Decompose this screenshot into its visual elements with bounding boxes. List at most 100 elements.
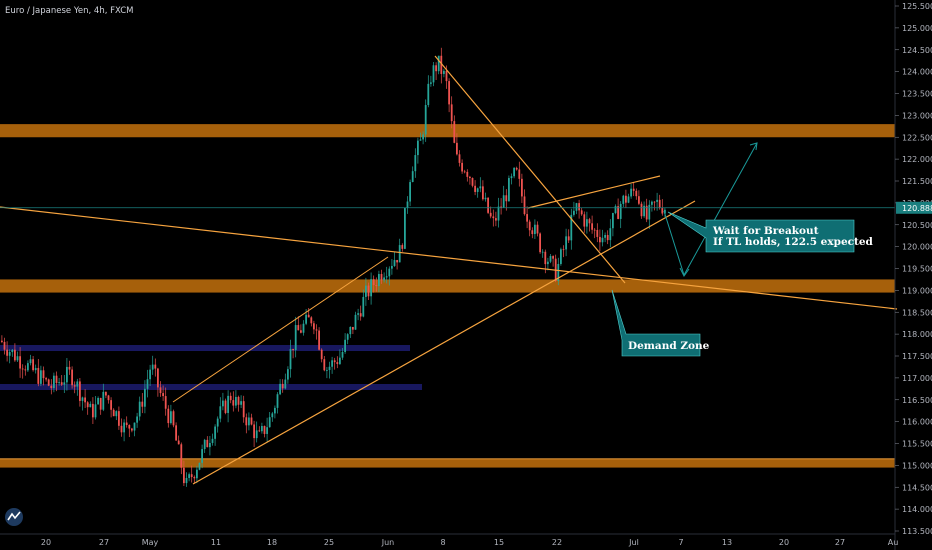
candle-body: [263, 426, 266, 434]
candle-body: [341, 351, 344, 358]
time-tick-label: 7: [678, 538, 683, 547]
time-tick-label: 20: [41, 538, 51, 547]
candle-body: [648, 204, 651, 220]
candle-body: [242, 401, 245, 418]
candle-body: [201, 449, 203, 463]
breakout-callout-line2: If TL holds, 122.5 expected: [713, 236, 874, 248]
candle-body: [146, 379, 149, 389]
candle-body: [281, 383, 284, 389]
price-tick-label: 117.500: [902, 352, 932, 361]
candle-body: [562, 249, 565, 251]
candle-body: [94, 404, 97, 418]
candle-body: [401, 245, 404, 249]
candle-body: [614, 206, 617, 214]
candle-body: [484, 197, 487, 200]
candle-body: [310, 317, 313, 324]
channel-upper-line: [172, 256, 389, 403]
candle-body: [645, 205, 648, 220]
candle-body: [536, 224, 539, 234]
time-tick-label: Jul: [628, 538, 639, 547]
candle-body: [432, 65, 435, 83]
candle-body: [167, 408, 170, 424]
candle-body: [128, 425, 131, 429]
candle-body: [567, 236, 570, 241]
candle-body: [250, 417, 253, 425]
time-tick-label: 27: [99, 538, 109, 547]
candle-body: [21, 368, 24, 370]
candle-body: [596, 230, 599, 237]
candle-body: [261, 426, 263, 432]
candle-body: [180, 444, 183, 468]
candle-body: [661, 207, 664, 214]
rising-support-trendline: [192, 200, 696, 485]
candle-body: [445, 70, 448, 82]
price-tick-label: 125.500: [902, 2, 932, 11]
candle-body: [110, 400, 112, 410]
candle-body: [658, 199, 661, 208]
trendlines: [0, 55, 898, 485]
candle-body: [188, 474, 190, 478]
time-tick-label: 18: [267, 538, 277, 547]
candle-body: [375, 285, 378, 287]
candle-body: [1, 340, 3, 342]
candle-body: [383, 277, 385, 281]
candle-body: [274, 407, 276, 414]
candle-body: [619, 203, 622, 219]
candle-body: [16, 356, 19, 361]
candle-body: [73, 385, 76, 387]
price-tick-label: 119.500: [902, 265, 932, 274]
candle-body: [112, 409, 115, 417]
consolidation-zone-lower: [0, 384, 422, 390]
candle-body: [440, 55, 443, 74]
candle-body: [300, 330, 302, 333]
time-tick-label: 11: [211, 538, 221, 547]
price-axis[interactable]: 125.500 125.000 124.500 124.000 123.500 123.0…: [895, 2, 932, 536]
candle-body: [370, 279, 372, 297]
candle-body: [354, 314, 357, 330]
price-tick-label: 115.500: [902, 440, 932, 449]
price-tick-label: 120.000: [902, 243, 932, 252]
candle-body: [177, 440, 180, 445]
tradingview-logo-icon[interactable]: [5, 508, 23, 526]
candle-body: [154, 364, 157, 369]
candle-body: [216, 418, 219, 427]
current-price-tag: 120.888: [896, 201, 932, 214]
candle-body: [37, 367, 40, 384]
long-descending-trendline: [0, 206, 898, 310]
breakout-callout-line1: Wait for Breakout: [712, 225, 819, 237]
price-tick-label: 123.000: [902, 111, 932, 120]
candle-body: [47, 379, 50, 386]
candle-body: [552, 256, 554, 259]
price-tick-label: 125.000: [902, 24, 932, 33]
projection-arrows: [663, 142, 758, 277]
candle-body: [42, 370, 45, 379]
candle-body: [463, 171, 466, 173]
candle-body: [284, 379, 287, 389]
candle-body: [27, 363, 29, 371]
candle-body: [435, 65, 437, 72]
candle-body: [14, 349, 16, 361]
candle-body: [346, 334, 349, 340]
candle-body: [190, 474, 193, 478]
time-axis[interactable]: 20 27 May 11 18 25 Jun 8 15 22 Jul 7 13 20 27 Au: [41, 538, 898, 547]
candle-body: [547, 261, 549, 265]
candle-body: [344, 339, 346, 352]
candle-body: [123, 422, 125, 433]
candle-body: [97, 397, 99, 405]
candle-body: [495, 218, 497, 221]
candle-body: [573, 210, 575, 215]
candle-body: [580, 210, 583, 215]
candle-body: [393, 260, 396, 266]
candle-body: [170, 411, 172, 424]
candle-body: [185, 477, 188, 484]
candle-body: [489, 212, 492, 217]
candle-body: [656, 199, 658, 202]
candle-body: [617, 206, 619, 219]
candle-body: [50, 385, 53, 389]
candle-body: [19, 356, 21, 369]
candle-body: [76, 381, 79, 387]
candle-body: [453, 121, 456, 143]
candle-body: [255, 430, 258, 439]
candle-body: [271, 413, 274, 418]
